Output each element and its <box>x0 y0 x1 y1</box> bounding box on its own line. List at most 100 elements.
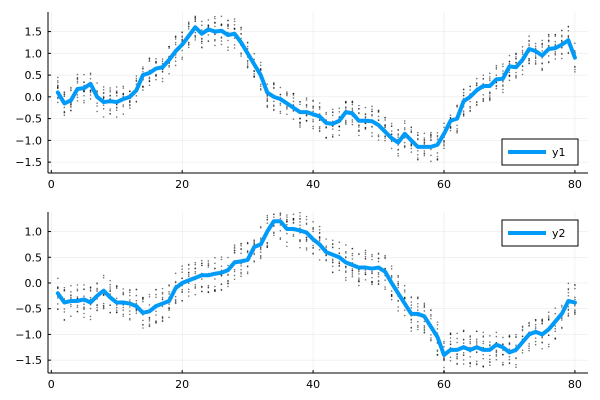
sample-point <box>161 305 164 308</box>
sample-point <box>259 225 262 228</box>
sample-point <box>508 71 511 74</box>
sample-point <box>70 109 72 112</box>
sample-point <box>443 342 445 344</box>
sample-point <box>403 120 406 122</box>
sample-point <box>417 297 419 300</box>
sample-point <box>489 72 491 75</box>
sample-point <box>135 288 138 291</box>
sample-point <box>174 300 177 302</box>
sample-point <box>187 288 190 291</box>
sample-point <box>508 341 511 344</box>
sample-point <box>253 253 255 256</box>
sample-point <box>574 66 576 68</box>
sample-point <box>63 114 66 117</box>
sample-point <box>384 254 386 257</box>
sample-point <box>417 149 419 152</box>
sample-point <box>174 41 177 44</box>
sample-point <box>57 297 59 299</box>
sample-point <box>482 353 485 356</box>
legend-label: y2 <box>552 227 566 240</box>
sample-point <box>377 283 380 285</box>
sample-point <box>345 265 347 268</box>
sample-point <box>384 279 386 281</box>
sample-point <box>299 218 301 220</box>
sample-point <box>233 268 236 271</box>
sample-point <box>227 46 229 48</box>
sample-point <box>456 357 458 359</box>
sample-point <box>390 275 393 277</box>
sample-point <box>181 268 183 271</box>
sample-point <box>567 291 570 294</box>
sample-point <box>181 31 183 33</box>
sample-point <box>403 141 406 144</box>
sample-point <box>475 330 478 332</box>
sample-point <box>220 23 223 25</box>
sample-point <box>417 157 419 159</box>
sample-point <box>561 35 563 38</box>
sample-point <box>168 303 170 305</box>
sample-point <box>155 310 157 313</box>
sample-point <box>174 281 177 284</box>
sample-point <box>417 320 419 323</box>
sample-point <box>410 301 413 303</box>
y-tick-label: −1.0 <box>15 328 42 341</box>
sample-point <box>115 92 118 94</box>
sample-point <box>305 218 308 221</box>
sample-point <box>142 298 144 301</box>
sample-point <box>403 309 406 311</box>
sample-point <box>292 213 295 216</box>
sample-point <box>122 309 125 311</box>
sample-point <box>345 276 347 279</box>
sample-point <box>109 311 111 314</box>
sample-point <box>63 308 66 310</box>
sample-point <box>423 150 426 152</box>
sample-point <box>187 282 190 285</box>
sample-point <box>495 353 498 356</box>
sample-point <box>181 265 183 267</box>
sample-point <box>286 221 288 223</box>
sample-point <box>135 299 138 302</box>
sample-point <box>181 56 183 59</box>
sample-point <box>502 363 504 366</box>
sample-point <box>122 93 125 96</box>
sample-point <box>403 145 406 147</box>
sample-point <box>456 105 458 107</box>
sample-point <box>508 75 511 78</box>
sample-point <box>371 281 373 284</box>
sample-point <box>351 269 354 272</box>
sample-point <box>325 245 327 247</box>
sample-point <box>554 58 557 60</box>
sample-point <box>554 51 557 53</box>
sample-point <box>227 25 229 27</box>
sample-point <box>259 68 262 70</box>
sample-point <box>345 279 347 281</box>
sample-point <box>227 27 229 30</box>
sample-point <box>227 282 229 284</box>
sample-point <box>194 36 197 39</box>
sample-point <box>312 127 314 130</box>
sample-point <box>331 128 334 130</box>
sample-point <box>194 261 197 264</box>
sample-point <box>502 88 504 91</box>
sample-point <box>371 270 373 273</box>
sample-point <box>325 136 327 139</box>
sample-point <box>436 321 439 323</box>
sample-point <box>475 340 478 342</box>
sample-point <box>299 117 301 120</box>
sample-point <box>233 20 236 23</box>
sample-point <box>168 45 170 48</box>
sample-point <box>161 316 164 318</box>
sample-point <box>227 280 229 283</box>
sample-point <box>286 214 288 216</box>
sample-point <box>364 271 367 274</box>
sample-point <box>528 40 530 42</box>
sample-point <box>390 133 393 135</box>
sample-point <box>325 254 327 257</box>
sample-point <box>469 105 471 108</box>
sample-point <box>129 103 131 106</box>
sample-point <box>207 260 210 262</box>
sample-point <box>233 47 236 49</box>
sample-point <box>207 24 210 27</box>
sample-point <box>567 312 570 315</box>
sample-point <box>194 31 197 34</box>
